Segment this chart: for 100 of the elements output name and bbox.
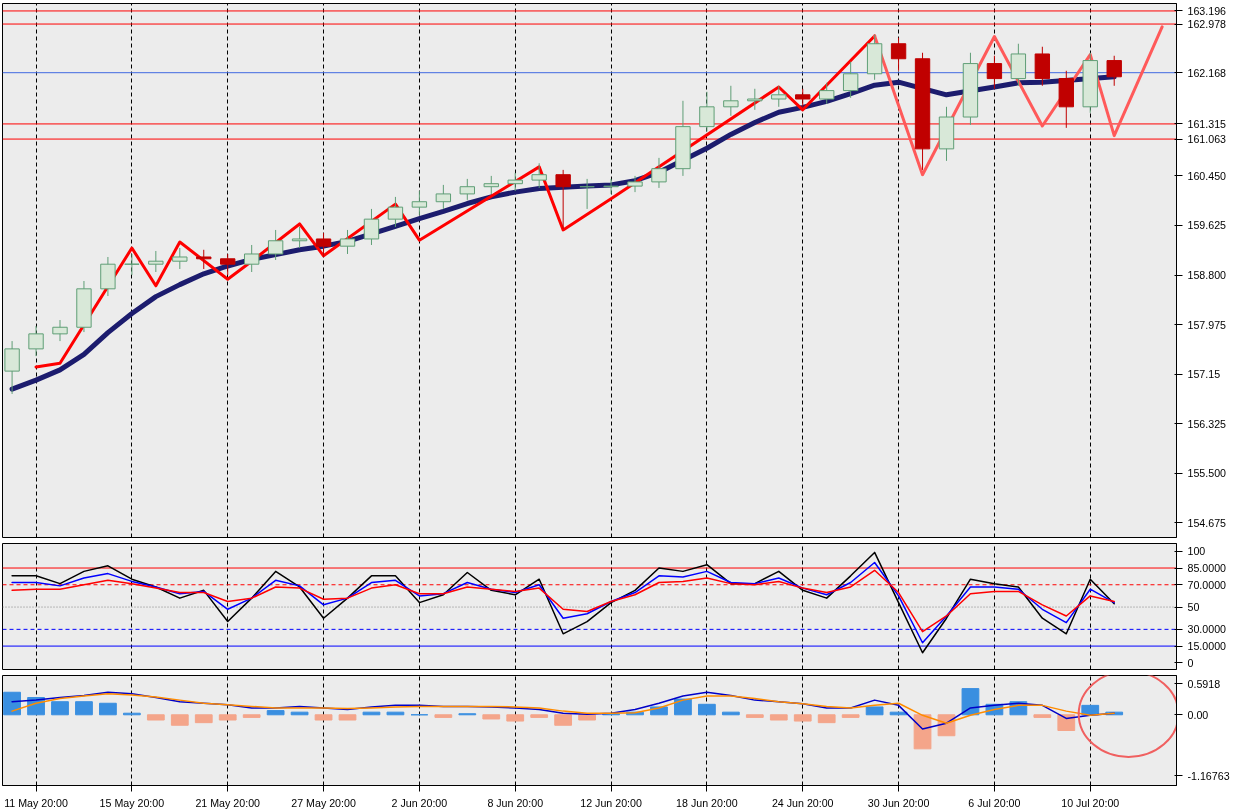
bar [146, 714, 165, 721]
bar [266, 710, 285, 716]
y-tick-label: 157.15 [1187, 368, 1221, 381]
bar [170, 714, 189, 726]
bar [51, 701, 69, 716]
ref-line-label: 15.0000 [1187, 640, 1227, 653]
x-tick-label: 11 May 20:00 [4, 796, 69, 809]
bar [506, 714, 525, 722]
bar [99, 702, 117, 716]
bar [530, 714, 549, 718]
candlestick [220, 253, 236, 276]
x-tick-label: 10 Jul 20:00 [1061, 796, 1120, 809]
candlestick [723, 85, 739, 117]
x-tick-label: 8 Jun 20:00 [487, 796, 544, 809]
bar [314, 714, 333, 721]
y-tick-label: 158.800 [1187, 269, 1227, 282]
bar [769, 714, 788, 721]
candlestick [699, 91, 715, 132]
bar [75, 701, 93, 716]
ref-line-label: 161.063 [1187, 133, 1227, 146]
y-tick-label: 0.00 [1187, 708, 1209, 721]
candlestick [28, 325, 44, 357]
y-tick-label: 156.325 [1187, 417, 1227, 430]
bar [841, 714, 860, 718]
y-tick-label: 0 [1187, 656, 1194, 669]
y-tick-label: 159.625 [1187, 219, 1227, 232]
candlestick [771, 85, 787, 108]
candlestick [148, 250, 164, 273]
candlestick [124, 253, 140, 276]
y-tick-label: -1.16763 [1187, 769, 1230, 782]
candlestick [795, 88, 811, 108]
ref-line-label: 30.0000 [1187, 623, 1227, 636]
candlestick [1106, 55, 1122, 87]
y-tick-label: 100 [1187, 545, 1206, 558]
bar [242, 714, 261, 718]
candlestick [291, 226, 308, 249]
bar [793, 714, 812, 722]
x-tick-label: 6 Jul 20:00 [968, 796, 1021, 809]
bar [3, 691, 21, 716]
x-tick-label: 21 May 20:00 [195, 796, 261, 809]
y-tick-label: 50 [1187, 601, 1200, 614]
x-tick-label: 18 Jun 20:00 [676, 796, 738, 809]
candlestick [603, 178, 619, 195]
bar [482, 714, 501, 720]
y-tick-label: 154.675 [1187, 516, 1227, 529]
candlestick [890, 37, 907, 72]
bar [338, 714, 357, 721]
x-tick-label: 27 May 20:00 [291, 796, 356, 809]
candlestick [363, 208, 380, 246]
candlestick [842, 61, 859, 99]
bar [865, 706, 884, 716]
x-tick-label: 24 Jun 20:00 [771, 796, 834, 809]
bar [362, 711, 381, 716]
bar [1057, 714, 1076, 731]
candlestick [459, 178, 475, 201]
candlestick [315, 232, 332, 258]
candlestick [196, 249, 212, 270]
line-series [11, 693, 1115, 724]
y-tick-label: 157.975 [1187, 318, 1227, 331]
candlestick [172, 247, 188, 270]
candlestick [507, 172, 523, 192]
bar [578, 714, 596, 721]
candlestick [52, 319, 68, 342]
candlestick [627, 175, 643, 193]
bar [554, 714, 573, 726]
candlestick [555, 169, 571, 230]
bar [961, 688, 980, 716]
candlestick [651, 157, 667, 189]
candlestick [243, 244, 260, 273]
bar [913, 714, 932, 750]
y-tick-label: 155.500 [1187, 467, 1227, 480]
ref-line-label: 162.978 [1187, 18, 1227, 31]
candlestick [4, 340, 20, 395]
candlestick [339, 229, 356, 255]
candlestick [387, 196, 404, 228]
bar [1033, 714, 1052, 718]
candlestick [579, 178, 595, 210]
candlestick [986, 55, 1003, 90]
bar [674, 698, 692, 716]
ref-line-label: 162.168 [1187, 66, 1227, 79]
bar [194, 714, 213, 724]
x-tick-label: 15 May 20:00 [99, 796, 165, 809]
bar [698, 703, 716, 716]
y-tick-label: 160.450 [1187, 169, 1227, 182]
candlestick [531, 162, 547, 189]
candlestick [267, 229, 284, 261]
ref-line-label: 85.0000 [1187, 562, 1227, 575]
x-tick-label: 2 Jun 20:00 [391, 796, 448, 809]
bar [434, 714, 453, 718]
bar [218, 714, 237, 721]
x-tick-label: 30 Jun 20:00 [867, 796, 930, 809]
ref-line-label: 163.196 [1187, 4, 1227, 17]
ref-line-label: 70.0000 [1187, 578, 1227, 591]
candlestick [483, 175, 499, 195]
bar [745, 714, 764, 718]
candlestick [435, 184, 452, 210]
candlestick [411, 190, 428, 216]
x-tick-label: 12 Jun 20:00 [580, 796, 642, 809]
y-tick-label: 0.5918 [1187, 677, 1221, 690]
ref-line-label: 161.315 [1187, 117, 1227, 130]
